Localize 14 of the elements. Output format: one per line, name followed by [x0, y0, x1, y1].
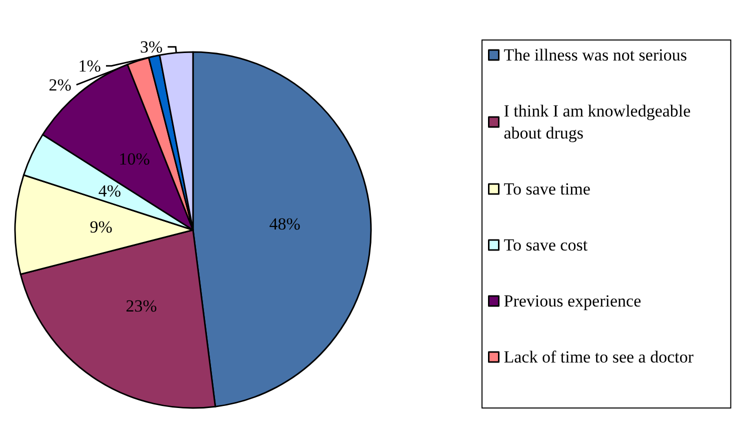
legend-label: Lack of time to see a doctor [504, 348, 694, 366]
legend-label: I think I am knowledgeable about drugs [504, 102, 695, 142]
data-label: 1% [78, 56, 101, 76]
legend-label: The illness was not serious [504, 46, 687, 64]
data-label: 2% [48, 75, 72, 94]
data-label: 23% [126, 296, 157, 316]
data-label: 3% [140, 37, 163, 56]
data-label: 9% [90, 218, 112, 237]
legend-label: To save time [504, 180, 590, 198]
data-label: 10% [118, 150, 150, 169]
legend-label: Previous experience [504, 292, 642, 310]
data-label: 4% [98, 181, 122, 200]
data-label: 48% [269, 214, 300, 234]
legend-label: To save cost [504, 236, 588, 254]
